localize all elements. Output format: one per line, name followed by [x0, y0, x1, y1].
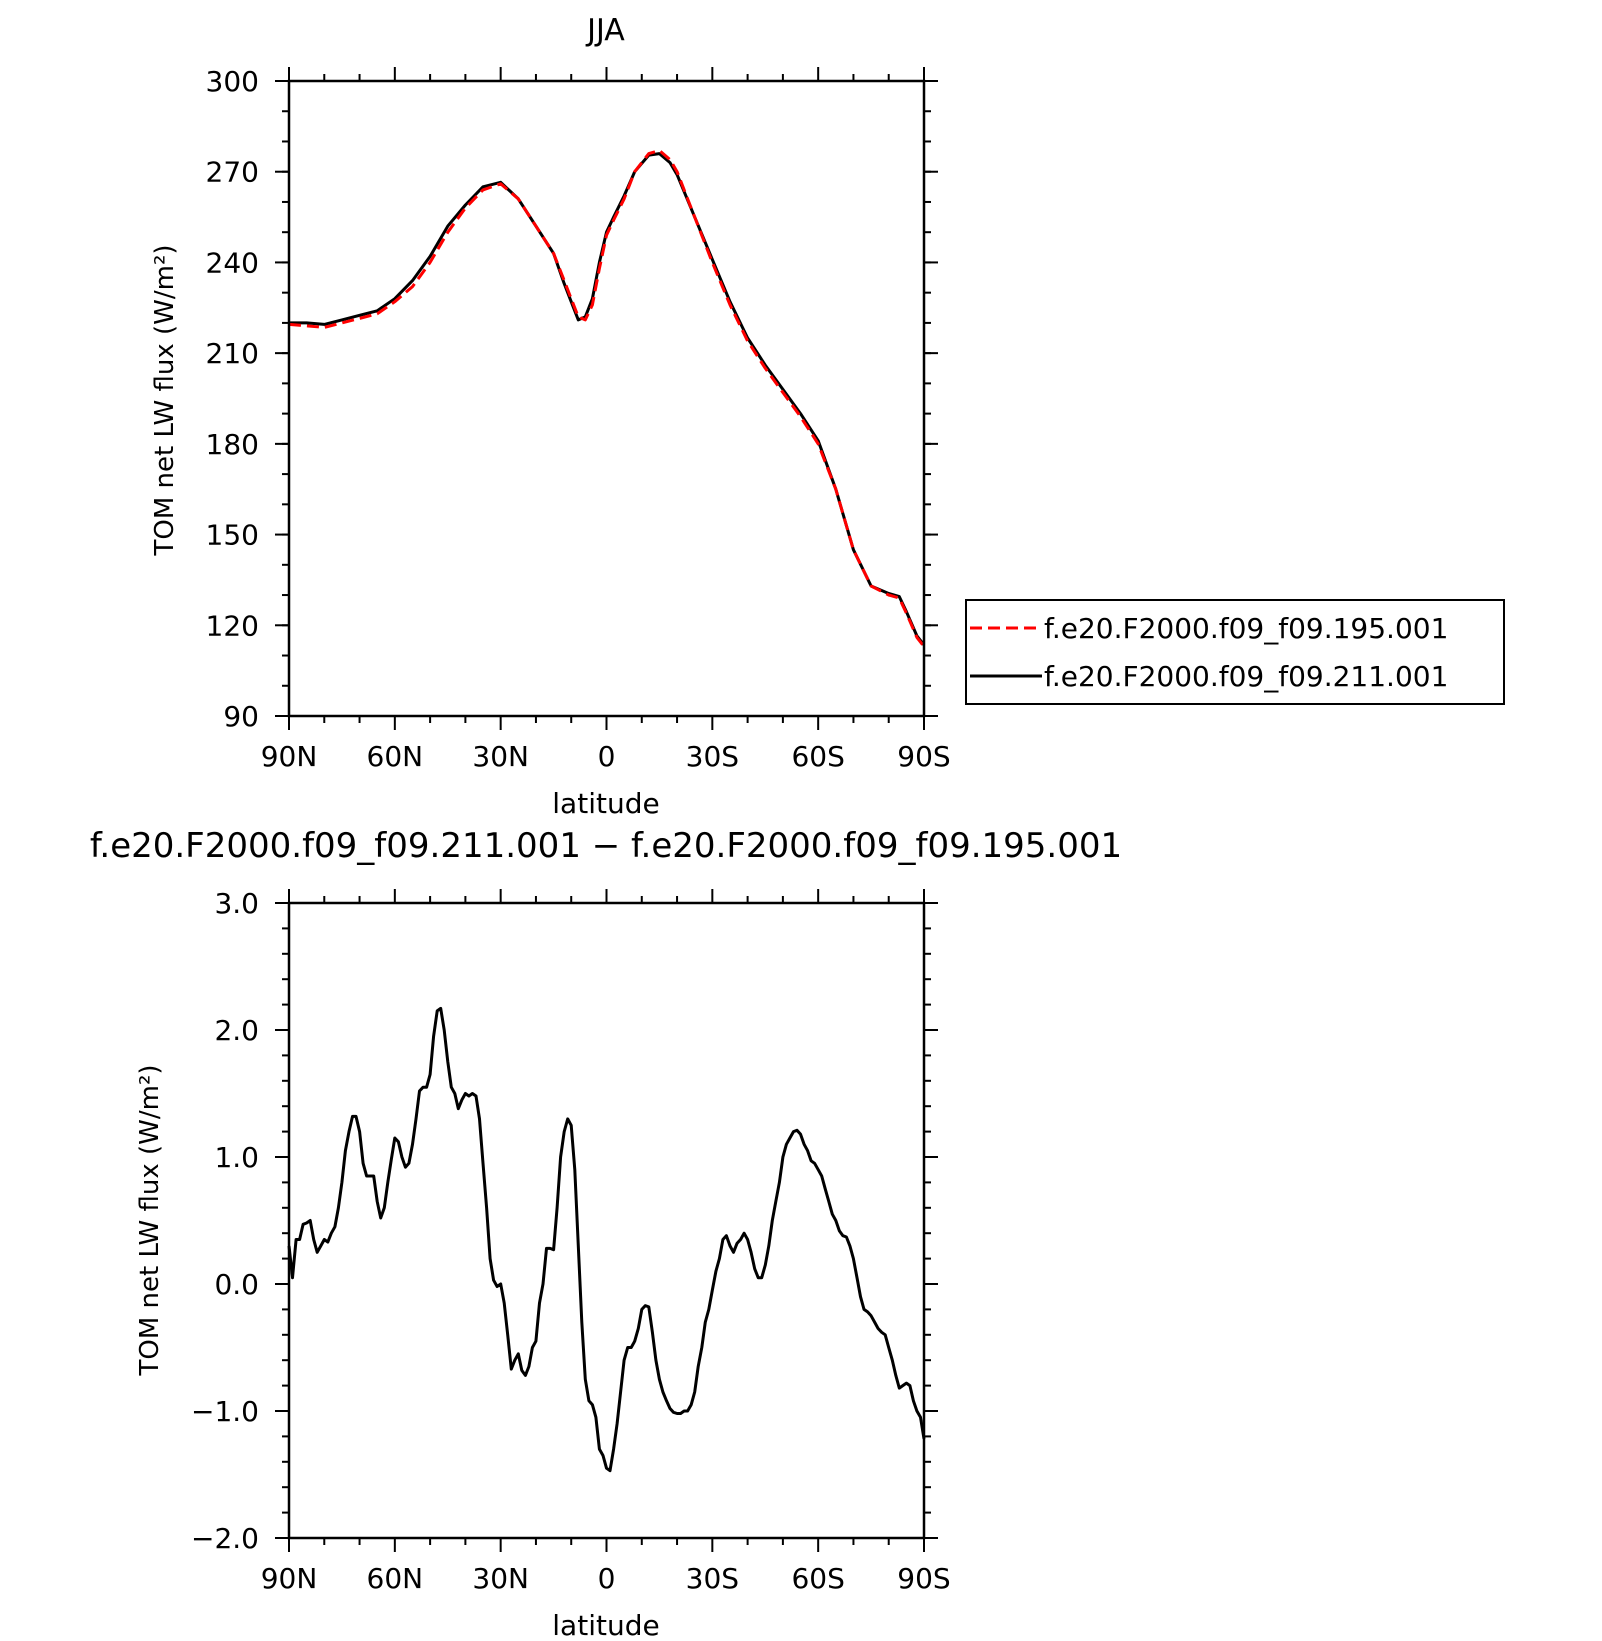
bottom-title: f.e20.F2000.f09_f09.211.001 − f.e20.F200… [90, 826, 1122, 866]
bottom-x-tick-label: 90N [261, 1562, 318, 1595]
bottom-x-tick-label: 30S [686, 1562, 739, 1595]
bottom-y-tick-label: 0.0 [214, 1268, 259, 1301]
legend: f.e20.F2000.f09_f09.195.001 f.e20.F2000.… [965, 599, 1505, 705]
top-panel: JJA TOM net LW flux (W/m²) latitude 90N 6… [150, 13, 951, 820]
legend-label-195: f.e20.F2000.f09_f09.195.001 [1044, 612, 1448, 645]
bottom-x-tick-label: 60N [367, 1562, 424, 1595]
bottom-plot-frame [287, 901, 926, 1540]
top-y-tick-label: 270 [206, 156, 259, 189]
top-y-tick-label: 150 [206, 519, 259, 552]
bottom-y-tick-label: 3.0 [214, 887, 259, 920]
bottom-y-tick-label: 2.0 [214, 1014, 259, 1047]
top-x-tick-label: 60S [791, 740, 844, 773]
top-y-tick-label: 180 [206, 428, 259, 461]
bottom-x-tick-label: 60S [791, 1562, 844, 1595]
top-series-line-1 [288, 149, 926, 648]
top-title: JJA [585, 13, 625, 48]
bottom-x-axis-label: latitude [552, 1609, 659, 1641]
bottom-x-tick-label: 0 [598, 1562, 616, 1595]
top-plot-frame [287, 79, 926, 718]
top-y-tick-label: 300 [206, 65, 259, 98]
bottom-y-axis-label: TOM net LW flux (W/m²) [135, 1064, 165, 1376]
top-y-tick-label: 210 [206, 337, 259, 370]
bottom-y-tick-label: −2.0 [191, 1522, 259, 1555]
top-y-axis-label: TOM net LW flux (W/m²) [150, 244, 180, 556]
bottom-panel: f.e20.F2000.f09_f09.211.001 − f.e20.F200… [90, 826, 1122, 1641]
top-x-tick-label: 30N [472, 740, 529, 773]
top-series-group [288, 149, 926, 648]
legend-box [965, 599, 1505, 705]
top-axes: 90N 60N 30N 0 30S 60S 90S 90 120 150 180 210 240 270 3… [206, 65, 951, 773]
top-x-tick-label: 0 [598, 740, 616, 773]
legend-label-211: f.e20.F2000.f09_f09.211.001 [1044, 660, 1448, 693]
top-y-tick-label: 240 [206, 246, 259, 279]
top-x-tick-label: 90S [897, 740, 950, 773]
bottom-x-tick-label: 30N [472, 1562, 529, 1595]
top-series-line-0 [289, 152, 926, 646]
bottom-series-group [287, 1006, 926, 1473]
top-x-tick-label: 90N [261, 740, 318, 773]
top-y-tick-label: 120 [206, 609, 259, 642]
bottom-series-line-0 [287, 1006, 926, 1473]
bottom-y-tick-label: 1.0 [214, 1141, 259, 1174]
top-y-tick-label: 90 [223, 700, 259, 733]
top-x-tick-label: 60N [367, 740, 424, 773]
top-x-tick-label: 30S [686, 740, 739, 773]
bottom-x-tick-label: 90S [897, 1562, 950, 1595]
bottom-axes: 90N 60N 30N 0 30S 60S 90S 3.0 2.0 1.0 0.0 −1.0 −2.0 [191, 887, 951, 1595]
bottom-y-tick-label: −1.0 [191, 1395, 259, 1428]
top-x-axis-label: latitude [552, 787, 659, 820]
